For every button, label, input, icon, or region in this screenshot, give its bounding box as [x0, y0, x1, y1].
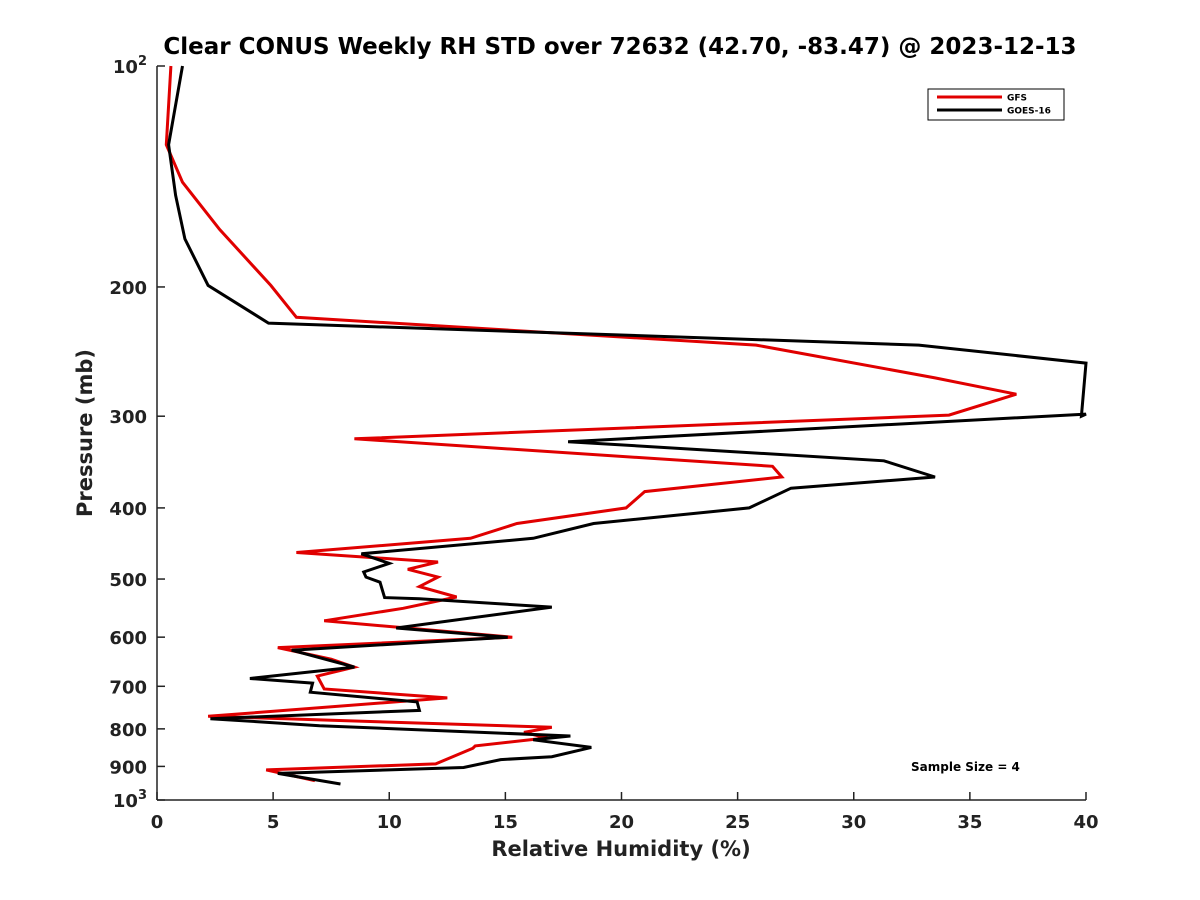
x-ticks: 0 5 10 15 20 25 30 35 40 — [151, 792, 1099, 833]
x-tick-label: 30 — [841, 812, 866, 833]
axes-background — [157, 66, 1086, 800]
y-tick-label: 200 — [109, 278, 147, 299]
y-tick-label: 900 — [109, 757, 147, 778]
y-tick-label: 300 — [109, 407, 147, 428]
y-tick-label: 103 — [113, 788, 147, 812]
y-tick-label: 500 — [109, 570, 147, 591]
legend-box — [927, 88, 1065, 121]
x-tick-label: 40 — [1073, 812, 1098, 833]
legend: GFS GOES-16 — [927, 88, 1065, 121]
y-tick-label: 400 — [109, 499, 147, 520]
y-tick-label: 800 — [109, 720, 147, 741]
sample-size-annotation: Sample Size = 4 — [911, 760, 1020, 774]
x-axis-label: Relative Humidity (%) — [491, 837, 750, 861]
x-tick-label: 10 — [377, 812, 402, 833]
y-tick-label: 700 — [109, 677, 147, 698]
x-tick-label: 0 — [151, 812, 164, 833]
x-tick-label: 5 — [267, 812, 280, 833]
y-tick-label: 102 — [113, 54, 147, 78]
x-tick-label: 25 — [725, 812, 750, 833]
x-tick-label: 15 — [493, 812, 518, 833]
y-tick-label: 600 — [109, 628, 147, 649]
y-axis-label: Pressure (mb) — [73, 349, 97, 517]
series-line-gfs — [164, 65, 1017, 783]
series-line-goes16 — [167, 65, 1088, 786]
legend-label-gfs: GFS — [1007, 94, 1027, 104]
chart-title: Clear CONUS Weekly RH STD over 72632 (42… — [163, 34, 1076, 60]
x-tick-label: 35 — [957, 812, 982, 833]
series-layer — [164, 65, 1088, 786]
y-ticks: 102 200 300 400 500 600 700 800 900 103 — [109, 54, 165, 812]
legend-label-goes16: GOES-16 — [1007, 107, 1051, 117]
plot-area — [157, 66, 1086, 800]
x-tick-label: 20 — [609, 812, 634, 833]
